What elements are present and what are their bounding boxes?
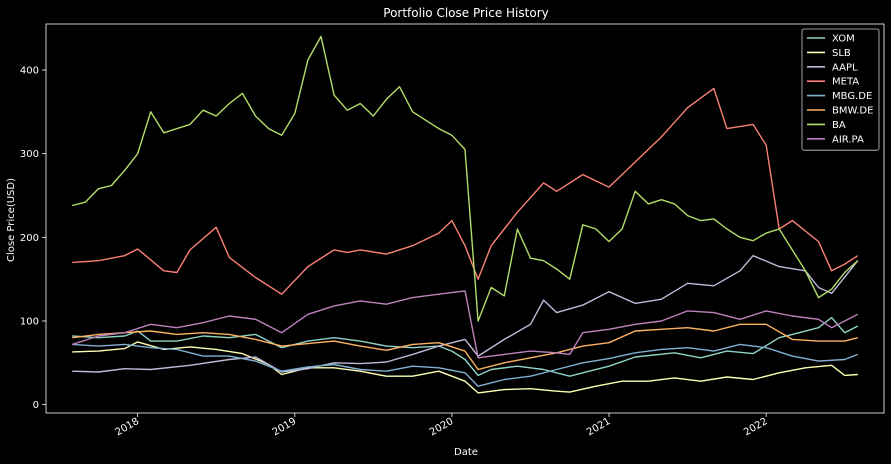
legend: XOM SLB AAPL META MBG.DE BMW.DE BA AIR.PA <box>801 28 880 151</box>
chart-title: Portfolio Close Price History <box>383 6 548 20</box>
y-tick-label: 0 <box>33 400 39 411</box>
legend-label: AIR.PA <box>832 134 864 145</box>
x-axis-title: Date <box>454 447 478 458</box>
series-line-bmw-de <box>72 323 858 371</box>
legend-label: BMW.DE <box>832 106 873 117</box>
y-tick-label: 100 <box>20 316 39 327</box>
y-axis-title: Close Price(USD) <box>6 178 17 262</box>
series-line-air-pa <box>71 290 859 359</box>
legend-label: BA <box>832 120 846 131</box>
y-tick-label: 300 <box>20 149 39 160</box>
legend-box <box>801 28 880 151</box>
series-lines <box>71 35 859 394</box>
series-line-xom <box>72 316 859 377</box>
y-tick-label: 400 <box>20 66 39 77</box>
series-line-meta <box>72 87 859 295</box>
series-line-aapl <box>72 255 859 373</box>
legend-label: MBG.DE <box>832 91 872 102</box>
plot-frame <box>45 23 885 414</box>
y-tick-label: 200 <box>20 233 39 244</box>
series-line-mbg-de <box>72 343 859 387</box>
legend-label: AAPL <box>832 62 858 73</box>
legend-label: XOM <box>832 34 855 45</box>
series-line-ba <box>72 35 859 322</box>
series-line-slb <box>72 341 858 394</box>
legend-label: SLB <box>832 48 851 59</box>
legend-label: META <box>832 77 859 88</box>
